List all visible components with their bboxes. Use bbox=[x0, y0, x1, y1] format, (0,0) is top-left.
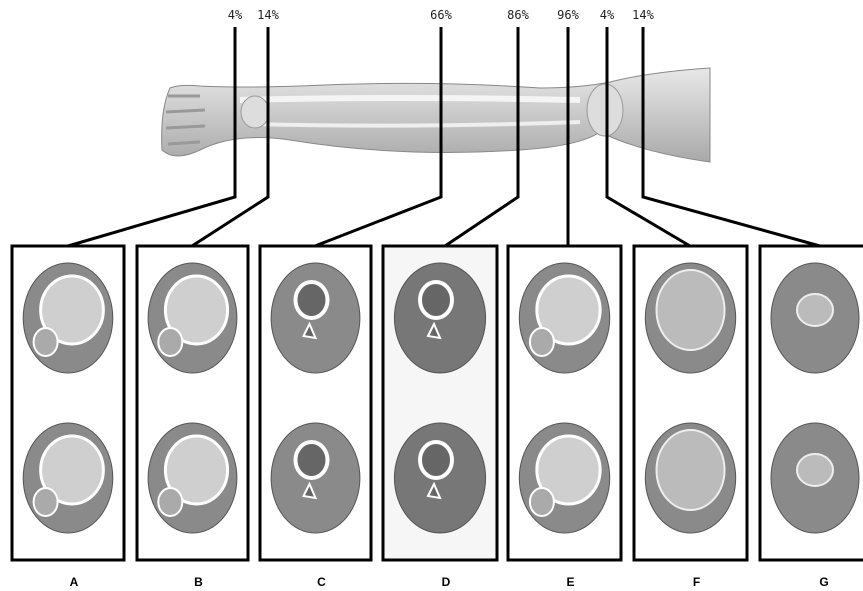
percent-label: 14% bbox=[632, 8, 654, 22]
panel-label: A bbox=[70, 575, 79, 589]
bone bbox=[528, 487, 555, 517]
bone bbox=[302, 481, 318, 500]
bone bbox=[535, 274, 602, 346]
bone bbox=[32, 327, 59, 357]
panel-label: F bbox=[693, 575, 700, 589]
bone bbox=[32, 487, 59, 517]
percent-label: 4% bbox=[228, 8, 243, 22]
bone bbox=[39, 434, 105, 506]
bone bbox=[535, 434, 602, 506]
bone bbox=[293, 280, 330, 320]
bone bbox=[302, 321, 318, 340]
bone bbox=[418, 440, 454, 480]
bone bbox=[796, 293, 834, 327]
connector bbox=[641, 27, 821, 248]
panel-label: B bbox=[194, 575, 203, 589]
scan-panel bbox=[381, 244, 499, 562]
percent-label: 66% bbox=[430, 8, 452, 22]
leg-illustration bbox=[161, 67, 711, 163]
panel-label: C bbox=[317, 575, 326, 589]
scan-panel bbox=[632, 244, 749, 562]
panel-label: E bbox=[566, 575, 574, 589]
bone bbox=[293, 440, 330, 480]
bone bbox=[163, 434, 230, 506]
bone bbox=[426, 321, 442, 340]
bone bbox=[39, 274, 105, 346]
scan-panel bbox=[135, 244, 250, 562]
bone bbox=[157, 487, 184, 517]
bone bbox=[655, 269, 726, 351]
connector bbox=[67, 27, 237, 248]
bone bbox=[418, 280, 454, 320]
percent-label: 86% bbox=[507, 8, 529, 22]
connector bbox=[444, 27, 520, 248]
percent-label: 96% bbox=[557, 8, 579, 22]
scan-panel bbox=[10, 244, 126, 562]
bone bbox=[528, 327, 555, 357]
percent-label: 14% bbox=[257, 8, 279, 22]
panel-label: D bbox=[442, 575, 451, 589]
bone bbox=[655, 429, 726, 511]
scan-panel bbox=[258, 244, 373, 562]
panels bbox=[10, 244, 863, 562]
bone bbox=[796, 453, 834, 487]
bone bbox=[426, 481, 442, 500]
connector bbox=[605, 27, 691, 248]
connector bbox=[191, 27, 270, 248]
bone bbox=[157, 327, 184, 357]
percent-label: 4% bbox=[600, 8, 615, 22]
scan-panel bbox=[758, 244, 863, 562]
connector bbox=[314, 27, 443, 248]
bone bbox=[163, 274, 230, 346]
scan-panel bbox=[506, 244, 623, 562]
panel-label: G bbox=[819, 575, 828, 589]
connector-lines bbox=[67, 27, 821, 248]
